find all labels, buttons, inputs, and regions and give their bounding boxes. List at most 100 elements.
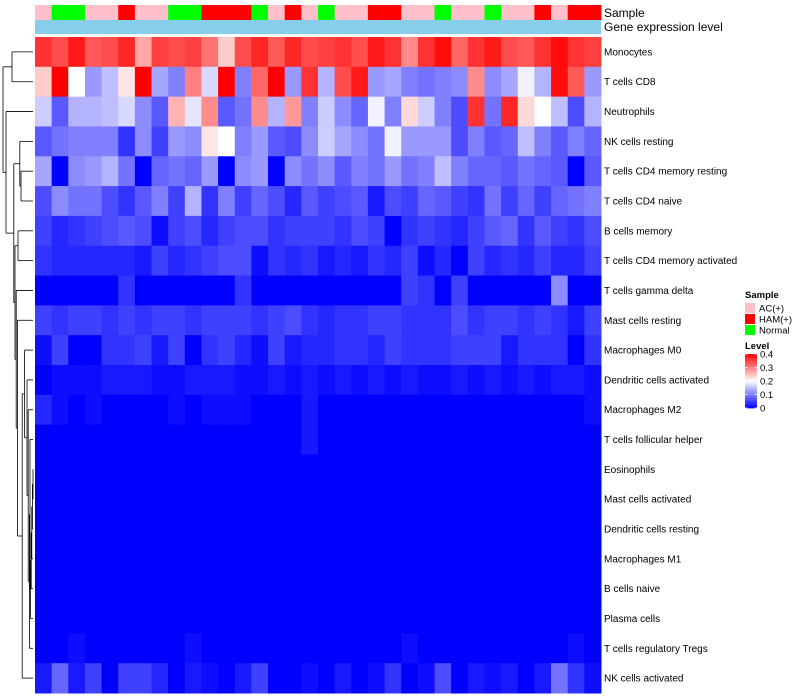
heatmap-cell (134, 305, 153, 336)
heatmap-cell (68, 663, 86, 694)
heatmap-cell (584, 543, 602, 575)
row-label: NK cells resting (604, 137, 673, 148)
heatmap-cell (68, 186, 86, 217)
heatmap-cell (384, 424, 402, 455)
heatmap-cell (151, 514, 169, 545)
heatmap-cell (417, 484, 436, 515)
heatmap-cell (467, 37, 485, 68)
heatmap-cell (218, 186, 236, 217)
heatmap-cell (351, 335, 369, 366)
heatmap-cell (534, 275, 552, 306)
heatmap-cell (234, 245, 252, 277)
heatmap-cell (151, 633, 169, 664)
heatmap-cell (434, 663, 452, 694)
heatmap-cell (101, 245, 119, 277)
sample-track-cell (451, 5, 469, 20)
heatmap-cell (184, 126, 202, 157)
heatmap-cell (351, 96, 369, 127)
heatmap-cell (434, 275, 452, 306)
heatmap-cell (234, 37, 252, 68)
heatmap-cell (584, 633, 602, 664)
heatmap-cell (35, 484, 53, 515)
heatmap-cell (201, 156, 219, 187)
heatmap-cell (434, 156, 452, 187)
heatmap-cell (451, 126, 469, 157)
heatmap-cell (567, 215, 585, 247)
row-label: Neutrophils (604, 107, 655, 118)
heatmap-cell (351, 305, 369, 336)
heatmap-cell (401, 663, 419, 694)
heatmap-cell (68, 603, 86, 634)
heatmap-cell (401, 215, 419, 247)
heatmap-cell (401, 335, 419, 366)
heatmap-cell (168, 305, 186, 336)
heatmap-cell (534, 663, 552, 694)
heatmap-cell (551, 335, 569, 366)
heatmap-cell (168, 215, 186, 247)
heatmap-cell (334, 66, 352, 98)
heatmap-cell (284, 96, 302, 127)
heatmap-cell (318, 543, 336, 575)
heatmap-cell (334, 573, 352, 605)
heatmap-cell (501, 37, 519, 68)
heatmap-cell (401, 66, 419, 98)
gene-expression-track-bar (35, 20, 601, 34)
heatmap-cell (417, 365, 436, 396)
heatmap-cell (84, 424, 103, 455)
heatmap-cell (417, 633, 436, 664)
heatmap-cell (68, 66, 86, 98)
heatmap-cell (551, 126, 569, 157)
heatmap-cell (84, 394, 103, 426)
heatmap-cell (551, 633, 569, 664)
heatmap-cell (268, 335, 286, 366)
heatmap-cell (318, 633, 336, 664)
heatmap-cell (184, 305, 202, 336)
heatmap-cell (567, 156, 585, 187)
heatmap-cell (251, 156, 269, 187)
heatmap-cell (584, 156, 602, 187)
heatmap-cell (134, 365, 153, 396)
row-label: B cells memory (604, 226, 672, 237)
colorbar-segment (745, 354, 757, 356)
heatmap-cell (201, 215, 219, 247)
heatmap-cell (118, 186, 136, 217)
heatmap-cell (318, 186, 336, 217)
heatmap-cell (301, 305, 319, 336)
heatmap-cell (251, 424, 269, 455)
heatmap-cell (417, 543, 436, 575)
heatmap-cell (301, 573, 319, 605)
heatmap-cell (218, 305, 236, 336)
heatmap-cell (184, 633, 202, 664)
heatmap-cell (467, 186, 485, 217)
heatmap-cell (168, 603, 186, 634)
heatmap-cell (567, 335, 585, 366)
heatmap-cell (551, 96, 569, 127)
heatmap-cell (134, 156, 153, 187)
heatmap-cell (401, 156, 419, 187)
heatmap-cell (318, 215, 336, 247)
heatmap-cell (584, 66, 602, 98)
colorbar-segment (745, 370, 757, 372)
heatmap-cell (134, 394, 153, 426)
heatmap-cell (318, 454, 336, 485)
heatmap-cell (35, 275, 53, 306)
sample-track-cell (318, 5, 336, 20)
heatmap-cell (434, 96, 452, 127)
heatmap-cell (234, 156, 252, 187)
heatmap-cell (301, 633, 319, 664)
heatmap-cell (218, 275, 236, 306)
heatmap-cell (401, 394, 419, 426)
heatmap-cell (367, 66, 386, 98)
heatmap-cell (218, 365, 236, 396)
row-label: Mast cells activated (604, 495, 691, 506)
sample-track-cell (517, 5, 535, 20)
heatmap-cell (384, 186, 402, 217)
heatmap-cell (268, 305, 286, 336)
heatmap-cell (184, 663, 202, 694)
sample-track-cell (201, 5, 219, 20)
colorbar-segment (745, 371, 757, 374)
sample-track-cell (134, 5, 153, 20)
heatmap-cell (268, 215, 286, 247)
legend-swatch (745, 325, 755, 335)
heatmap-cell (584, 186, 602, 217)
